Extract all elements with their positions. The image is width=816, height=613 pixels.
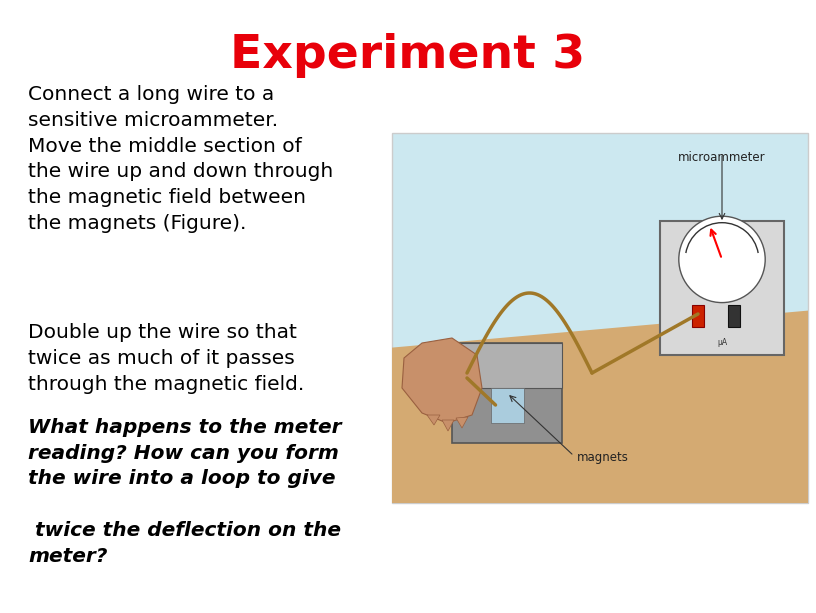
Text: Double up the wire so that
twice as much of it passes
through the magnetic field: Double up the wire so that twice as much… (28, 323, 304, 394)
Text: microammeter: microammeter (678, 151, 765, 164)
Text: Experiment 3: Experiment 3 (230, 33, 586, 78)
FancyBboxPatch shape (660, 221, 784, 355)
Polygon shape (427, 415, 440, 425)
Text: twice the deflection on the
meter?: twice the deflection on the meter? (28, 521, 341, 566)
Text: magnets: magnets (577, 452, 629, 465)
Bar (452, 343, 562, 388)
Bar (490, 388, 524, 423)
Polygon shape (392, 311, 808, 503)
Bar (692, 305, 704, 327)
Polygon shape (456, 417, 468, 428)
Polygon shape (442, 420, 454, 431)
Bar (392, 133, 808, 503)
Circle shape (679, 216, 765, 303)
Text: Connect a long wire to a
sensitive microammeter.
Move the middle section of
the : Connect a long wire to a sensitive micro… (28, 85, 333, 233)
Bar (452, 343, 562, 443)
Bar (728, 305, 740, 327)
Text: What happens to the meter
reading? How can you form
the wire into a loop to give: What happens to the meter reading? How c… (28, 418, 342, 489)
Polygon shape (402, 338, 482, 423)
Text: μA: μA (717, 338, 727, 347)
